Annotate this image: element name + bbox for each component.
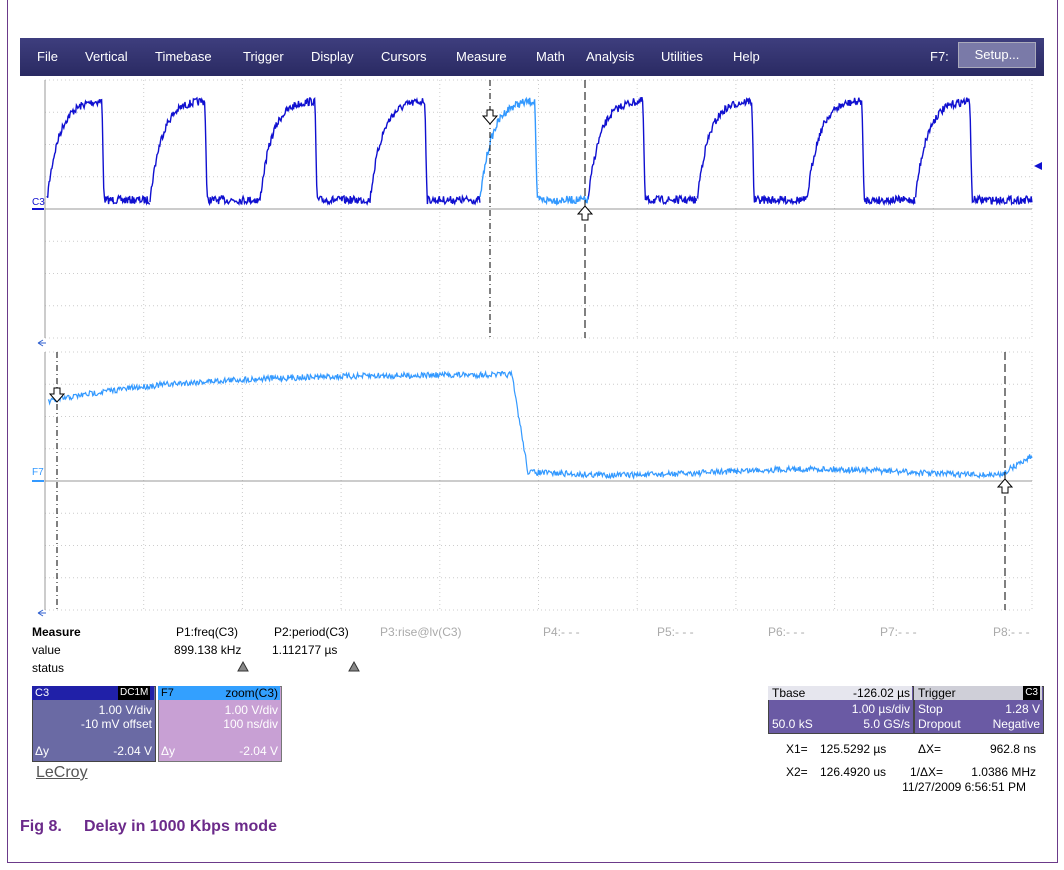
channel-name: C3	[35, 686, 49, 700]
x2-label: X2=	[786, 765, 808, 779]
hdiv: 100 ns/div	[223, 717, 278, 731]
dx-label: ΔX=	[918, 742, 941, 756]
scroll-arrow	[38, 610, 46, 616]
c3-trace	[47, 97, 1032, 204]
caption-number: Fig 8.	[20, 818, 62, 836]
inv: 1.0386 MHz	[971, 765, 1036, 779]
cursor-arrow	[50, 388, 64, 402]
dx: 962.8 ns	[990, 742, 1036, 756]
measure-header: P2:period(C3)	[274, 625, 349, 639]
tbase-hdiv: 1.00 µs/div	[852, 702, 910, 716]
vdiv: 1.00 V/div	[225, 703, 278, 717]
cursor-arrow	[578, 206, 592, 220]
trigger-level: 1.28 V	[1005, 702, 1040, 716]
c3-zoom-region	[480, 98, 588, 204]
tbase-rate: 5.0 GS/s	[863, 717, 910, 731]
page: FileVerticalTimebaseTriggerDisplayCursor…	[0, 0, 1064, 870]
measure-header: P1:freq(C3)	[176, 625, 238, 639]
tbase-delay: -126.02 µs	[853, 686, 910, 700]
coupling: DC1M	[118, 686, 150, 700]
warning-icon	[349, 662, 359, 671]
trigger-mode: Stop	[918, 702, 943, 716]
trigger-source: C3	[1023, 686, 1040, 700]
measure-header: P5:- - -	[657, 625, 694, 639]
trigger-type: Dropout	[918, 717, 961, 731]
datetime: 11/27/2009 6:56:51 PM	[902, 780, 1026, 794]
warning-icon	[238, 662, 248, 671]
measure-header: P8:- - -	[993, 625, 1030, 639]
trigger-slope: Negative	[993, 717, 1040, 731]
measure-header: P6:- - -	[768, 625, 805, 639]
f7-trace	[48, 372, 1032, 478]
x2: 126.4920 us	[820, 765, 886, 779]
measure-header: P4:- - -	[543, 625, 580, 639]
caption-text: Delay in 1000 Kbps mode	[84, 818, 277, 836]
source: zoom(C3)	[225, 686, 278, 700]
trigger-label: Trigger	[918, 686, 956, 700]
measure-value: 899.138 kHz	[174, 643, 241, 657]
measure-status: status	[32, 661, 64, 675]
x1: 125.5292 µs	[820, 742, 886, 756]
offset: -10 mV offset	[81, 717, 152, 731]
level-marker	[1034, 162, 1042, 170]
trace-label: F7	[32, 466, 44, 480]
measure-value: value	[32, 643, 61, 657]
logo: LeCroy	[36, 764, 88, 782]
dy-label: Δy	[161, 744, 175, 758]
measure-header: P7:- - -	[880, 625, 917, 639]
trace-label: C3	[32, 196, 45, 210]
vdiv: 1.00 V/div	[99, 703, 152, 717]
measure-value: 1.112177 µs	[272, 643, 337, 657]
measure-header: Measure	[32, 625, 81, 639]
dy: -2.04 V	[239, 744, 278, 758]
measure-header: P3:rise@lv(C3)	[380, 625, 462, 639]
inv-label: 1/ΔX=	[910, 765, 943, 779]
dy-label: Δy	[35, 744, 49, 758]
scroll-arrow	[38, 340, 46, 346]
x1-label: X1=	[786, 742, 808, 756]
tbase-samples: 50.0 kS	[772, 717, 813, 731]
channel-name: F7	[161, 686, 174, 700]
dy: -2.04 V	[113, 744, 152, 758]
tbase-label: Tbase	[772, 686, 805, 700]
